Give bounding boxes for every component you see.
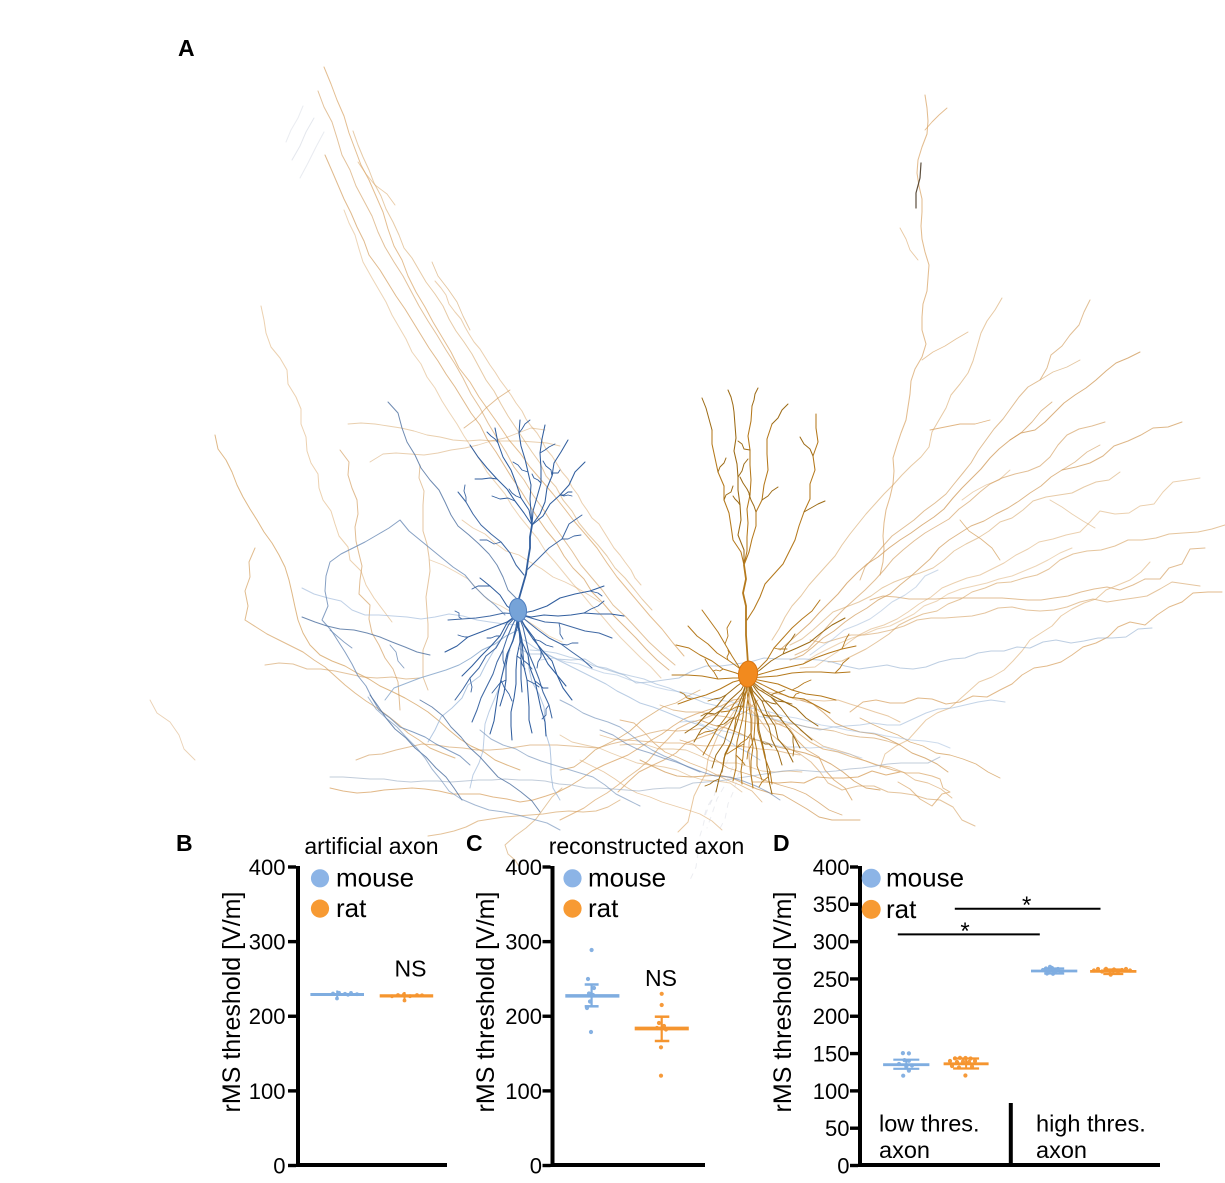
svg-text:250: 250 — [813, 967, 850, 992]
svg-text:high thres.: high thres. — [1036, 1110, 1146, 1136]
svg-text:rat: rat — [588, 893, 619, 923]
svg-text:100: 100 — [249, 1079, 286, 1104]
svg-text:rat: rat — [886, 894, 917, 924]
svg-text:0: 0 — [530, 1153, 542, 1178]
svg-text:300: 300 — [813, 930, 850, 955]
svg-text:400: 400 — [813, 855, 850, 880]
svg-text:artificial axon: artificial axon — [304, 833, 438, 859]
svg-text:200: 200 — [813, 1004, 850, 1029]
svg-text:200: 200 — [505, 1004, 542, 1029]
svg-text:rMS threshold [V/m]: rMS threshold [V/m] — [218, 892, 246, 1113]
svg-text:axon: axon — [1036, 1137, 1087, 1163]
svg-text:50: 50 — [825, 1116, 849, 1141]
svg-text:low thres.: low thres. — [879, 1110, 980, 1136]
svg-text:mouse: mouse — [886, 863, 964, 893]
svg-text:A: A — [178, 35, 195, 61]
svg-text:D: D — [773, 830, 790, 856]
svg-text:rMS threshold [V/m]: rMS threshold [V/m] — [472, 892, 500, 1113]
svg-text:350: 350 — [813, 892, 850, 917]
svg-text:200: 200 — [249, 1004, 286, 1029]
svg-text:mouse: mouse — [588, 863, 666, 893]
svg-text:rMS threshold [V/m]: rMS threshold [V/m] — [769, 892, 797, 1113]
svg-text:400: 400 — [505, 855, 542, 880]
svg-text:100: 100 — [813, 1079, 850, 1104]
svg-text:C: C — [466, 830, 483, 856]
svg-text:0: 0 — [273, 1153, 285, 1178]
svg-text:*: * — [960, 918, 969, 945]
svg-text:300: 300 — [505, 930, 542, 955]
svg-text:*: * — [1022, 892, 1031, 919]
svg-text:100: 100 — [505, 1079, 542, 1104]
svg-text:0: 0 — [837, 1153, 849, 1178]
svg-text:NS: NS — [395, 956, 427, 982]
svg-text:mouse: mouse — [336, 863, 414, 893]
svg-text:150: 150 — [813, 1041, 850, 1066]
svg-text:300: 300 — [249, 930, 286, 955]
svg-text:axon: axon — [879, 1137, 930, 1163]
svg-text:rat: rat — [336, 893, 367, 923]
svg-text:reconstructed axon: reconstructed axon — [549, 833, 745, 859]
svg-text:400: 400 — [249, 855, 286, 880]
svg-text:NS: NS — [645, 965, 677, 991]
svg-text:B: B — [176, 830, 193, 856]
